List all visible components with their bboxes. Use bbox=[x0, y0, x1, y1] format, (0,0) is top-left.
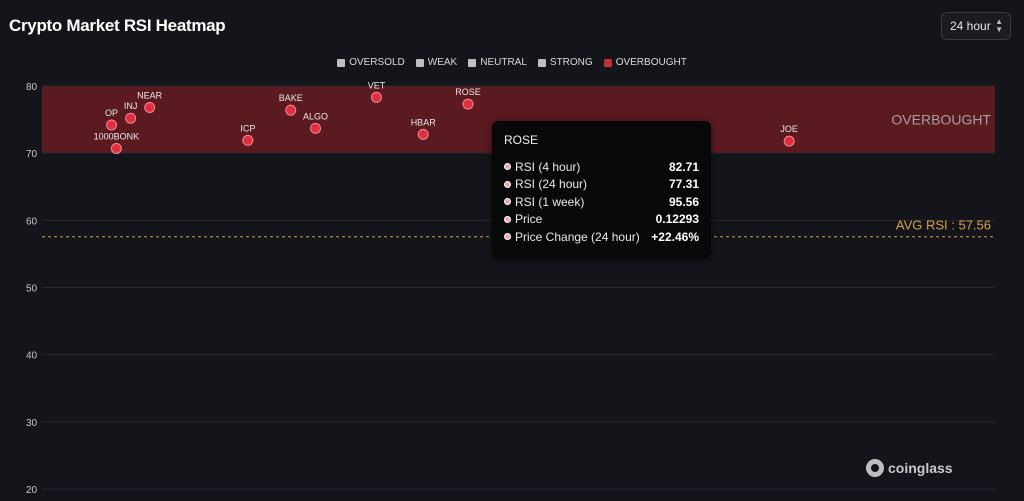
legend-label: NEUTRAL bbox=[480, 57, 527, 68]
legend-swatch bbox=[603, 58, 612, 67]
bullet-dot-icon bbox=[504, 180, 511, 188]
point-label: NEAR bbox=[137, 90, 163, 100]
bullet-dot-icon bbox=[504, 198, 511, 206]
legend-item-oversold[interactable]: OVERSOLD bbox=[337, 57, 405, 68]
point-label: JOE bbox=[780, 124, 798, 134]
y-tick-label: 50 bbox=[26, 284, 38, 295]
legend-label: OVERBOUGHT bbox=[615, 57, 687, 68]
point-label: ROSE bbox=[455, 87, 481, 97]
legend-label: WEAK bbox=[427, 57, 458, 68]
data-point bbox=[783, 135, 795, 147]
data-point bbox=[310, 122, 322, 134]
tooltip-row: RSI (4 hour) 82.71 bbox=[504, 158, 699, 176]
tooltip-label: Price Change (24 hour) bbox=[515, 229, 640, 244]
tooltip-row: Price Change (24 hour) +22.46% bbox=[504, 228, 699, 246]
tooltip-label: Price bbox=[515, 212, 543, 227]
coinglass-logo: coinglass bbox=[866, 459, 953, 477]
legend-label: STRONG bbox=[549, 57, 593, 68]
legend-swatch bbox=[537, 58, 546, 67]
y-tick-label: 70 bbox=[26, 149, 38, 160]
point-label: ALGO bbox=[303, 111, 328, 121]
bullet-dot-icon bbox=[504, 233, 511, 241]
point-label: HBAR bbox=[411, 117, 437, 127]
point-tooltip: ROSE RSI (4 hour) 82.71 RSI (24 hour) 77… bbox=[492, 121, 711, 258]
chart-legend: OVERSOLD WEAK NEUTRAL STRONG OVERBOUGHT bbox=[0, 57, 1024, 68]
tooltip-value: 95.56 bbox=[668, 194, 699, 209]
point-label: ICP bbox=[240, 123, 255, 133]
tooltip-label: RSI (4 hour) bbox=[515, 159, 581, 174]
y-tick-label: 60 bbox=[26, 216, 38, 227]
legend-label: OVERSOLD bbox=[349, 57, 405, 68]
data-point bbox=[285, 104, 297, 116]
legend-swatch bbox=[468, 58, 477, 67]
point-label: 1000BONK bbox=[94, 131, 140, 141]
data-point bbox=[242, 134, 254, 146]
legend-item-neutral[interactable]: NEUTRAL bbox=[468, 57, 527, 68]
tooltip-row: RSI (1 week) 95.56 bbox=[504, 193, 699, 211]
tooltip-row: Price 0.12293 bbox=[504, 211, 699, 229]
zone-label: OVERBOUGHT bbox=[891, 112, 991, 128]
tooltip-value: 0.12293 bbox=[655, 212, 699, 227]
y-tick-label: 40 bbox=[26, 351, 38, 362]
data-point bbox=[417, 128, 429, 140]
tooltip-value: 82.71 bbox=[668, 159, 699, 174]
avg-rsi-label: AVG RSI : 57.56 bbox=[896, 218, 991, 233]
timeframe-value: 24 hour bbox=[950, 19, 991, 33]
timeframe-select[interactable]: 24 hour ▲ ▼ bbox=[941, 12, 1011, 40]
tooltip-value: +22.46% bbox=[651, 229, 699, 244]
y-tick-label: 30 bbox=[26, 418, 38, 429]
y-tick-label: 80 bbox=[26, 82, 38, 93]
coinglass-logo-icon bbox=[866, 459, 884, 477]
legend-swatch bbox=[337, 58, 346, 67]
data-point bbox=[110, 142, 122, 154]
point-label: BAKE bbox=[279, 93, 303, 103]
point-label: VET bbox=[368, 80, 386, 90]
tooltip-label: RSI (24 hour) bbox=[515, 177, 588, 192]
updown-chevron-icon: ▲ ▼ bbox=[995, 17, 1003, 34]
point-label: OP bbox=[105, 108, 118, 118]
tooltip-label: RSI (1 week) bbox=[515, 194, 585, 209]
legend-item-strong[interactable]: STRONG bbox=[537, 57, 593, 68]
legend-item-overbought[interactable]: OVERBOUGHT bbox=[603, 57, 687, 68]
data-point bbox=[106, 119, 118, 131]
tooltip-title: ROSE bbox=[504, 133, 539, 147]
bullet-dot-icon bbox=[504, 215, 511, 223]
tooltip-row: RSI (24 hour) 77.31 bbox=[504, 176, 699, 194]
y-tick-label: 20 bbox=[26, 485, 38, 496]
point-label: INJ bbox=[124, 101, 138, 111]
data-point bbox=[144, 101, 156, 113]
bullet-dot-icon bbox=[504, 163, 511, 171]
data-point bbox=[125, 112, 137, 124]
tooltip-value: 77.31 bbox=[668, 177, 699, 192]
page-title: Crypto Market RSI Heatmap bbox=[9, 16, 226, 35]
data-point bbox=[371, 91, 383, 103]
legend-item-weak[interactable]: WEAK bbox=[415, 57, 458, 68]
legend-swatch bbox=[415, 58, 424, 67]
data-point bbox=[462, 98, 474, 110]
brand-name: coinglass bbox=[888, 460, 953, 476]
